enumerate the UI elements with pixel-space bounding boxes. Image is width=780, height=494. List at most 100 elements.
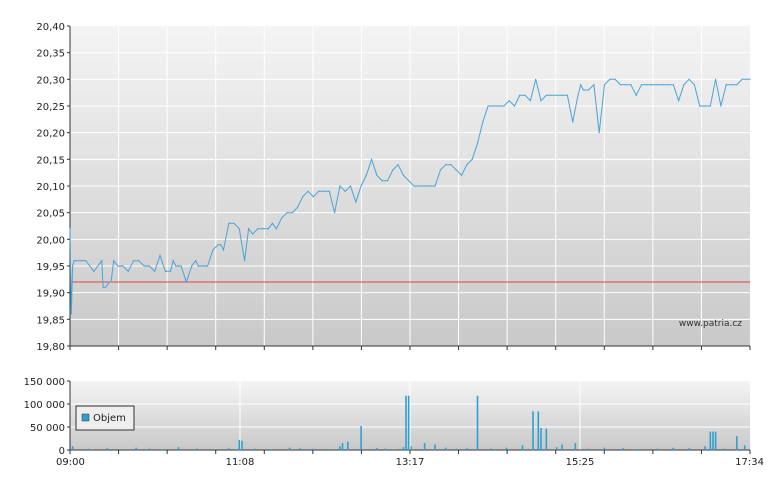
price-point: [344, 190, 346, 192]
volume-bar: [704, 446, 706, 450]
time-tick-label: 13:17: [396, 457, 425, 468]
price-point: [603, 84, 606, 86]
volume-bar: [339, 446, 341, 450]
price-point: [625, 84, 627, 86]
price-point: [244, 260, 246, 262]
volume-bar: [270, 449, 272, 450]
price-point: [667, 84, 669, 86]
price-point: [72, 265, 74, 267]
legend-label: Objem: [93, 413, 126, 424]
price-point: [233, 222, 235, 224]
volume-bar: [574, 443, 577, 450]
volume-bar: [410, 446, 413, 450]
price-point: [355, 201, 357, 203]
price-point: [138, 260, 140, 262]
price-point: [503, 105, 505, 107]
price-point: [164, 270, 166, 272]
price-point: [252, 233, 254, 235]
legend-swatch-icon: [81, 413, 90, 422]
volume-bar: [106, 448, 108, 450]
price-point: [248, 228, 250, 230]
volume-bar: [434, 444, 436, 450]
price-point: [450, 164, 452, 166]
price-points: [69, 78, 751, 315]
price-gridlines: [70, 26, 750, 346]
price-point: [201, 265, 203, 267]
price-y-tick-label: 20,30: [36, 75, 65, 86]
price-point: [588, 89, 590, 91]
volume-bar: [341, 443, 344, 450]
volume-bar: [521, 445, 524, 450]
price-point: [413, 185, 415, 187]
price-point: [143, 265, 145, 267]
price-point: [439, 169, 441, 171]
price-point: [101, 260, 103, 262]
price-point: [614, 78, 616, 80]
volume-bar: [540, 427, 542, 450]
time-tick-label: 11:08: [226, 457, 255, 468]
volume-bar: [736, 436, 738, 450]
price-point: [302, 196, 304, 198]
volume-bar: [196, 448, 198, 450]
price-point: [720, 105, 722, 107]
price-point: [609, 78, 611, 80]
volume-bar: [672, 447, 675, 450]
price-point: [217, 244, 219, 246]
price-point: [593, 84, 595, 86]
price-point: [540, 100, 542, 102]
volume-bar: [455, 448, 458, 450]
time-tick-label: 09:00: [56, 457, 85, 468]
price-point: [704, 105, 706, 107]
price-point: [577, 94, 579, 96]
price-point: [228, 222, 230, 224]
price-point: [580, 84, 582, 86]
price-point: [312, 196, 314, 198]
volume-bar: [714, 431, 717, 450]
volume-bar: [122, 449, 124, 450]
price-point: [220, 244, 222, 246]
volume-bar: [328, 449, 331, 450]
price-point: [349, 185, 352, 187]
price-point: [640, 84, 643, 86]
volume-bar: [561, 444, 563, 450]
price-point: [207, 265, 209, 267]
price-point: [281, 217, 283, 219]
price-point: [524, 94, 526, 96]
volume-bar: [402, 447, 405, 450]
price-y-tick-label: 20,05: [36, 209, 65, 220]
price-point: [222, 249, 225, 251]
price-point: [513, 105, 516, 107]
price-y-tick-label: 19,95: [36, 262, 65, 273]
price-y-tick-label: 19,90: [36, 289, 65, 300]
volume-bar: [384, 448, 386, 450]
volume-bar: [299, 448, 301, 450]
price-point: [323, 190, 325, 192]
price-point: [709, 105, 711, 107]
price-point: [693, 84, 696, 86]
price-point: [76, 260, 78, 262]
price-point: [371, 158, 373, 160]
volume-bar: [603, 447, 606, 450]
price-point: [175, 265, 177, 267]
price-point: [688, 78, 690, 80]
volume-bar: [177, 447, 180, 450]
price-point: [630, 84, 632, 86]
price-point: [551, 94, 553, 96]
price-point: [328, 190, 330, 192]
volume-panel: 0 50 000 100 000 150 000 09:00 11:08 13:17 15:…: [24, 377, 764, 468]
price-point: [646, 84, 648, 86]
price-point: [492, 105, 494, 107]
volume-bar: [587, 448, 590, 450]
price-point: [73, 260, 75, 262]
price-point: [519, 94, 521, 96]
volume-bar: [505, 447, 508, 450]
price-point: [360, 185, 362, 187]
price-point: [482, 121, 484, 123]
watermark-text: www.patria.cz: [679, 319, 742, 329]
volume-bar: [466, 448, 468, 450]
price-point: [678, 100, 680, 102]
volume-bar: [688, 448, 690, 450]
price-point: [195, 260, 197, 262]
price-point: [741, 78, 743, 80]
